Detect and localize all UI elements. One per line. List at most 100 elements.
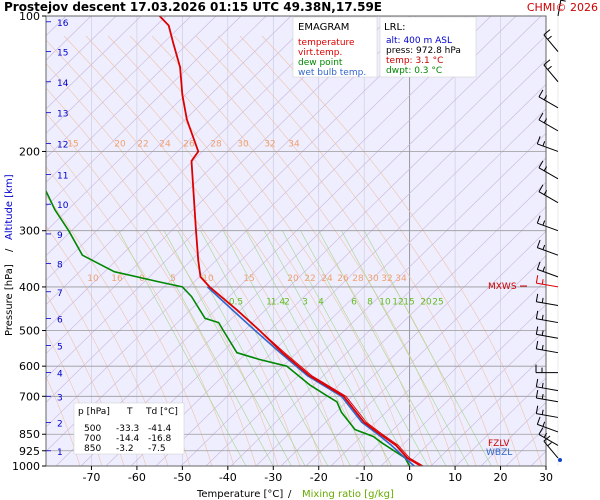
moist-adiabat [239, 35, 521, 466]
lrl-dewpoint: dwpt: 0.3 °C [386, 66, 442, 76]
plot-area [46, 16, 546, 466]
altitude-tick-label: 4 [57, 370, 63, 380]
altitude-tick-label: 6 [57, 315, 63, 325]
moist-adiabat [63, 35, 345, 466]
dry-adiabat [305, 230, 546, 466]
legend-item-virt-temp: virt.temp. [298, 48, 342, 58]
wind-barb [536, 215, 559, 232]
table-cell: -41.4 [148, 424, 172, 434]
mixing-ratio-line [318, 230, 447, 466]
adiabat-label: 10 [87, 274, 99, 284]
adiabat-label: 20 [114, 139, 126, 149]
wind-barb [535, 340, 559, 354]
altitude-tick-label: 10 [57, 201, 69, 211]
y-tick-label: 500 [19, 325, 40, 338]
moist-adiabat [46, 112, 257, 466]
lrl-box: LRL: alt: 400 m ASL press: 972.8 hPa tem… [379, 16, 477, 78]
x-tick-label: -40 [219, 471, 237, 484]
dry-adiabat [130, 59, 546, 466]
wind-barb [536, 136, 559, 152]
dry-adiabat [180, 108, 546, 466]
lrl-heading: LRL: [384, 22, 405, 33]
dry-adiabat [355, 279, 546, 466]
wind-surface-marker [558, 458, 562, 462]
adiabat-label: 26 [337, 274, 349, 284]
dry-adiabat [46, 16, 142, 110]
moist-adiabat [217, 35, 499, 466]
copyright: CHMI© 2026 [527, 1, 598, 14]
y-axis-title: Pressure [hPa] / Altitude [km] [4, 174, 15, 336]
table-cell: 700 [84, 434, 101, 444]
altitude-tick-label: 1 [57, 448, 63, 458]
mixing-ratio-line [163, 230, 292, 466]
x-tick-label: -70 [82, 471, 100, 484]
y-tick-label: 200 [19, 145, 40, 158]
adiabat-label: 24 [159, 139, 171, 149]
x-tick-label: -60 [128, 471, 146, 484]
wind-barb [543, 435, 559, 459]
x-axis-title: Temperature [°C] / Mixing ratio [g/kg] [196, 489, 394, 500]
dry-adiabat [280, 206, 546, 466]
x-tick-label: 10 [448, 471, 462, 484]
moist-adiabat [261, 35, 543, 466]
moist-adiabat [46, 87, 279, 466]
dry-adiabat [55, 16, 517, 466]
adiabat-label: 0 [139, 274, 145, 284]
wind-barb [535, 364, 558, 374]
wind-barb [538, 160, 559, 180]
adiabat-label: 30 [237, 139, 249, 149]
moist-adiabat [173, 35, 455, 466]
altitude-tick-label: 5 [57, 343, 63, 353]
moist-adiabat [107, 35, 389, 466]
altitude-tick-label: 2 [57, 419, 63, 429]
adiabat-label: 34 [395, 274, 407, 284]
wind-barb [543, 59, 559, 83]
wind-barb [538, 89, 559, 109]
legend-item-wet-bulb: wet bulb temp. [298, 68, 366, 78]
y-tick-label: 100 [19, 10, 40, 23]
dry-adiabat [380, 304, 546, 466]
dry-adiabat [105, 35, 546, 466]
lrl-altitude: alt: 400 m ASL [386, 36, 452, 46]
altitude-tick-label: 8 [57, 261, 63, 271]
mixing-ratio-line [363, 230, 492, 466]
x-axis-separator: / [288, 489, 292, 500]
altitude-tick-label: 15 [57, 49, 68, 59]
mixing-ratio-label: 4 [318, 297, 324, 307]
adiabat-label: 22 [137, 139, 148, 149]
y-axis-label: Pressure [hPa] [4, 264, 15, 336]
moist-adiabat [46, 376, 81, 466]
wind-barb [538, 112, 559, 132]
dry-adiabat [330, 255, 546, 466]
adiabat-label: 10 [202, 274, 214, 284]
x-axis-label-mixing: Mixing ratio [g/kg] [302, 489, 394, 500]
altitude-tick-label: 9 [57, 231, 63, 241]
dry-adiabat [46, 16, 217, 183]
wind-barb [535, 293, 559, 307]
dry-adiabat [46, 16, 267, 232]
legend-heading: EMAGRAM [298, 22, 349, 33]
altitude-tick-label: 11 [57, 171, 68, 181]
adiabat-label: 28 [210, 139, 222, 149]
dry-adiabat [430, 353, 546, 466]
table-cell: -14.4 [116, 434, 140, 444]
mixing-ratio-line [282, 230, 410, 466]
adiabat-label: 28 [352, 274, 364, 284]
dry-adiabat [46, 16, 392, 354]
moist-adiabat [46, 166, 213, 466]
altitude-tick-label: 16 [57, 19, 69, 29]
dry-adiabat [46, 16, 467, 428]
wind-barb [536, 239, 559, 256]
x-tick-label: 20 [494, 471, 508, 484]
lrl-pressure: press: 972.8 hPa [386, 46, 461, 56]
wbzl-label: WBZL [486, 448, 512, 458]
wind-barb [538, 427, 559, 446]
x-tick-label: -50 [173, 471, 191, 484]
wind-barb [535, 326, 559, 339]
wind-barb [535, 405, 559, 418]
altitude-tick-label: 3 [57, 393, 63, 403]
adiabat-label: 32 [264, 139, 275, 149]
altitude-tick-label: 13 [57, 110, 68, 120]
legend-item-temperature: temperature [298, 38, 355, 48]
